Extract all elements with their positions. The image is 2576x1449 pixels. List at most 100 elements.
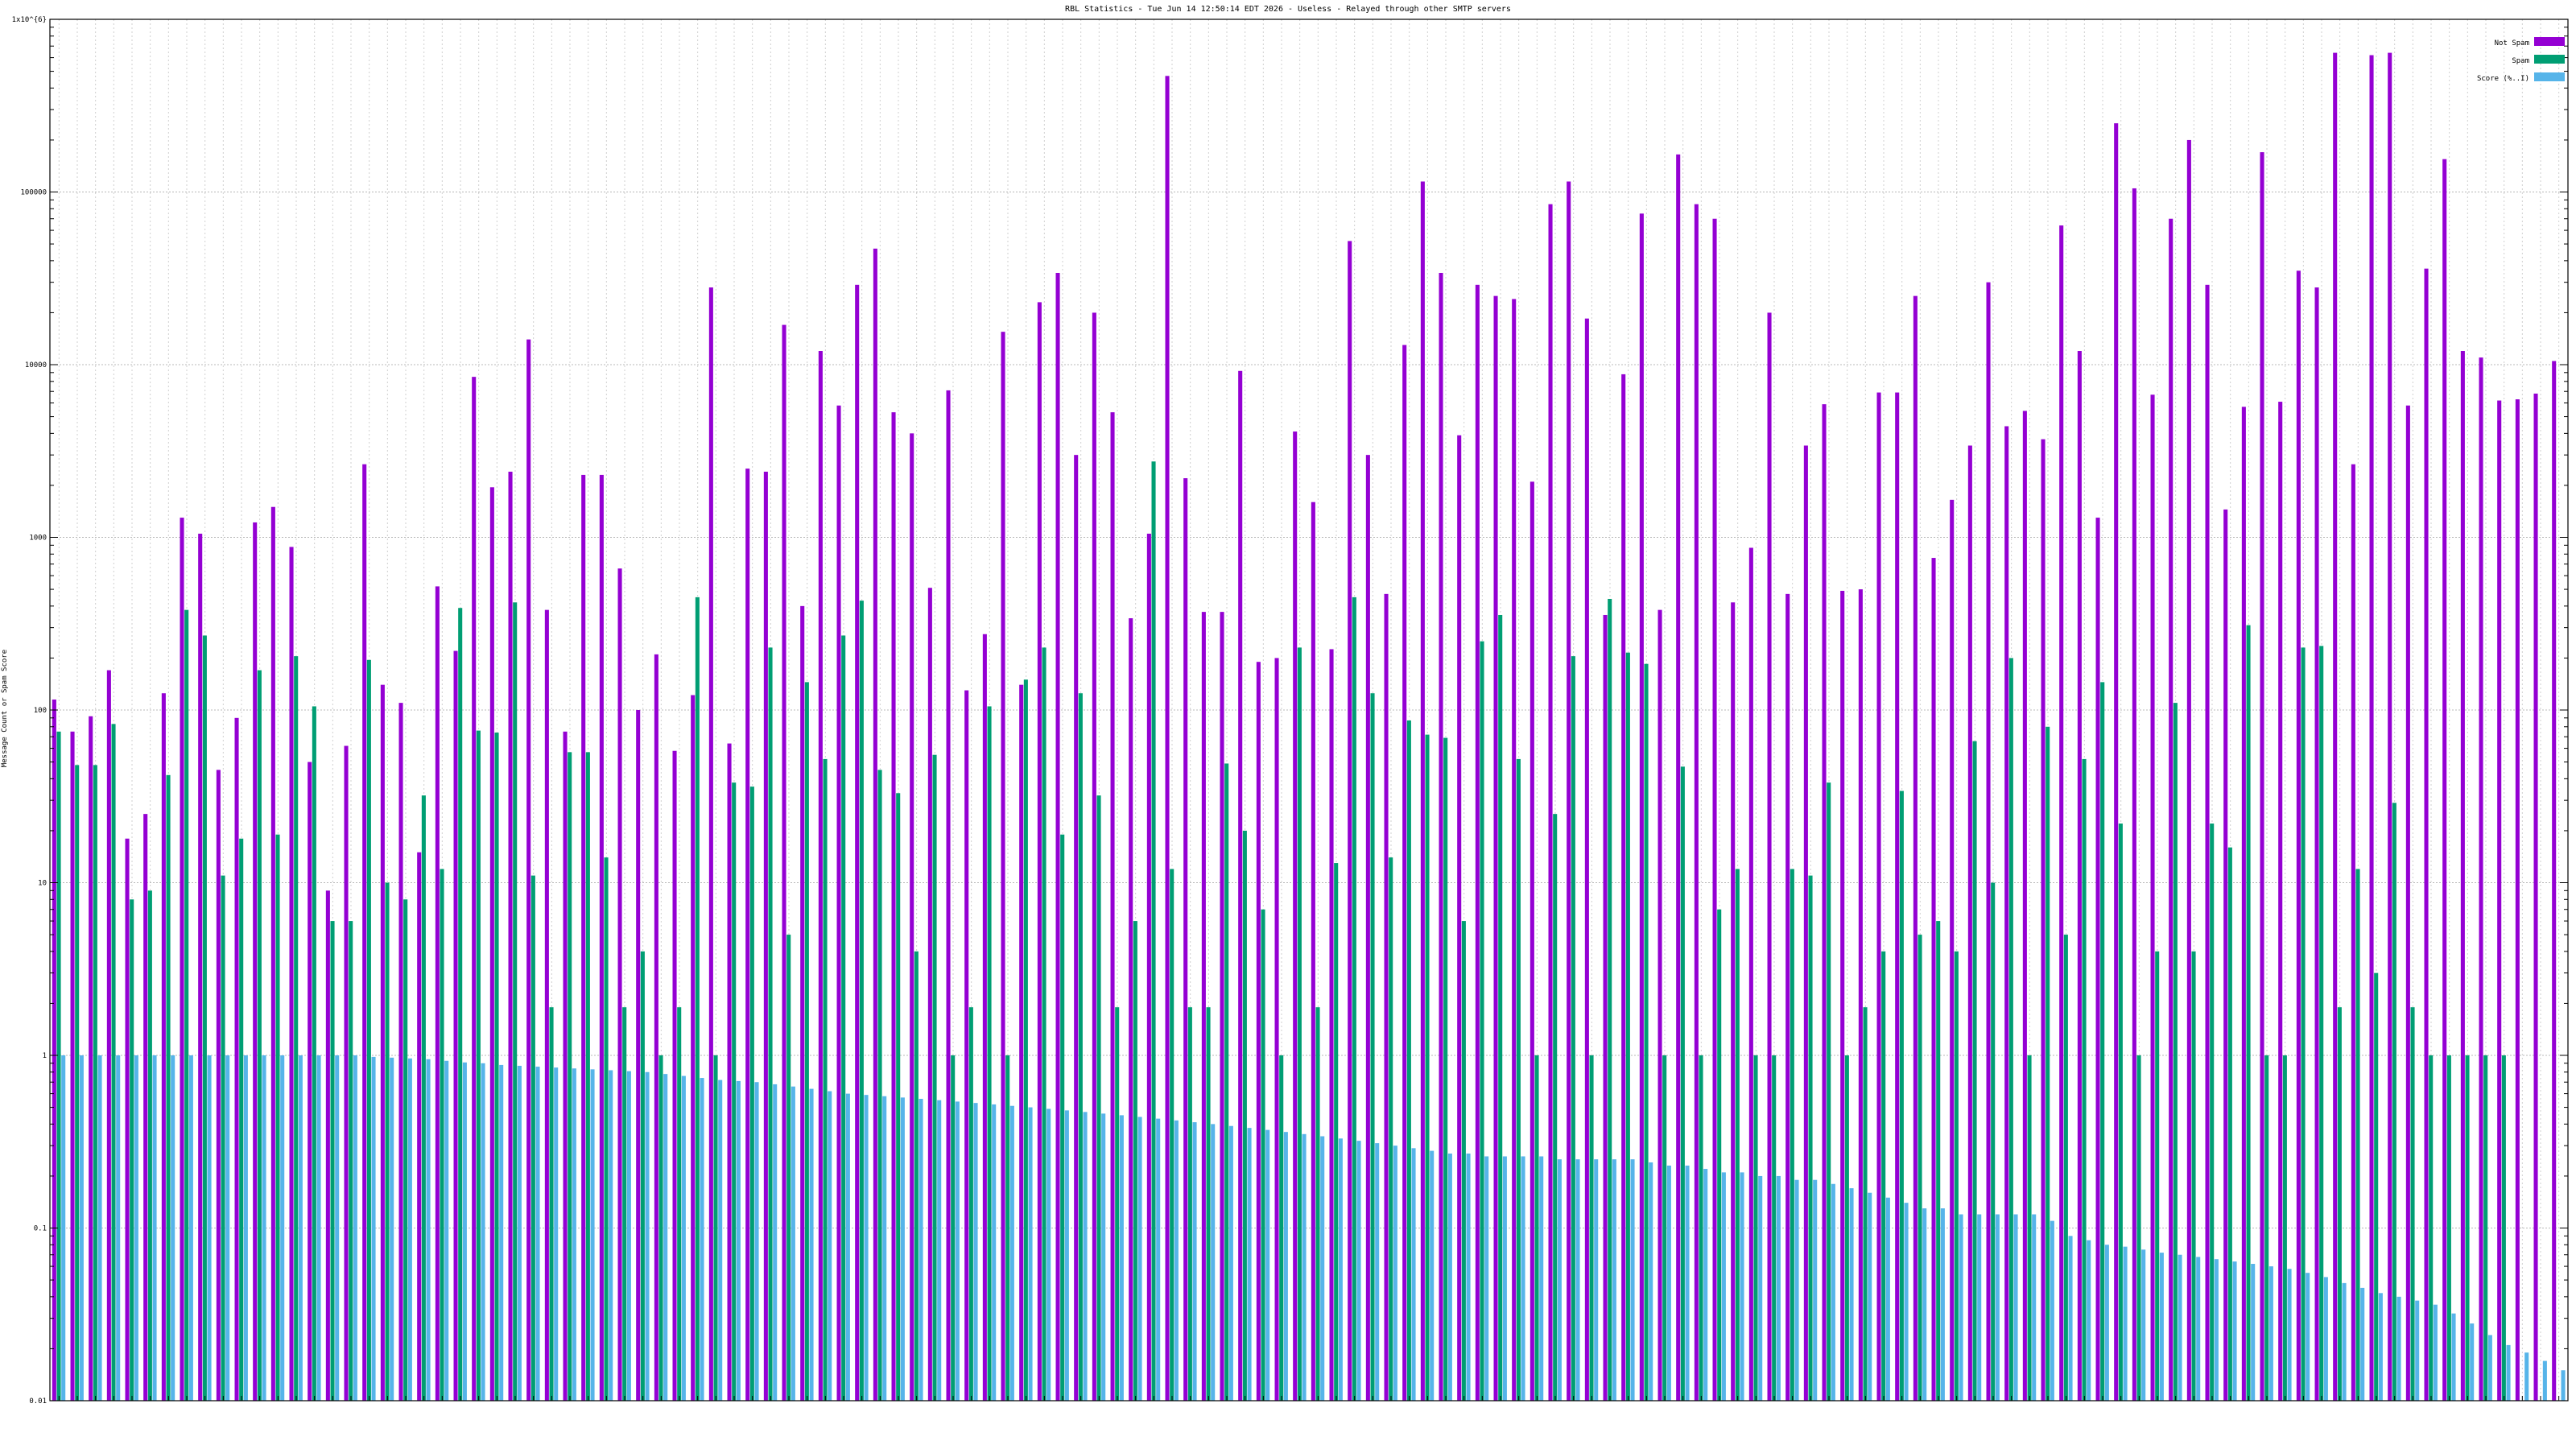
bar-not-spam: [1274, 658, 1279, 1401]
bar-score-i-: [2542, 1360, 2547, 1401]
bar-spam: [2319, 646, 2324, 1401]
bar-not-spam: [1712, 218, 1717, 1402]
y-axis-label: Message Count or Spam Score: [1, 650, 9, 767]
bar-score-i-: [2104, 1245, 2109, 1401]
bar-score-i-: [134, 1055, 138, 1401]
bar-score-i-: [919, 1099, 923, 1401]
bar-score-i-: [444, 1060, 449, 1401]
y-tick-label: 1000: [29, 535, 47, 543]
bar-not-spam: [2296, 270, 2301, 1402]
bar-not-spam: [106, 670, 111, 1401]
bar-spam: [823, 758, 828, 1401]
legend-label: Spam: [2512, 57, 2529, 65]
bar-not-spam: [1329, 649, 1334, 1401]
bar-score-i-: [663, 1074, 668, 1401]
bar-spam: [585, 752, 590, 1401]
bar-not-spam: [581, 474, 586, 1401]
bar-not-spam: [2059, 225, 2064, 1401]
bar-not-spam: [2041, 439, 2046, 1401]
bar-not-spam: [1913, 295, 1918, 1402]
bar-score-i-: [1521, 1156, 1525, 1401]
bar-spam: [275, 834, 280, 1401]
bar-not-spam: [1183, 478, 1188, 1402]
bar-spam: [2063, 935, 2068, 1401]
bar-score-i-: [298, 1055, 303, 1401]
bar-score-i-: [1630, 1159, 1635, 1401]
bar-not-spam: [1603, 614, 1608, 1401]
bar-spam: [2210, 824, 2215, 1401]
bar-score-i-: [973, 1103, 978, 1401]
bar-score-i-: [1885, 1197, 1890, 1401]
bar-score-i-: [2487, 1335, 2492, 1401]
bar-not-spam: [855, 284, 860, 1401]
bar-not-spam: [325, 890, 330, 1401]
bar-not-spam: [1311, 502, 1315, 1401]
chart-title: RBL Statistics - Tue Jun 14 12:50:14 EDT…: [1065, 5, 1511, 14]
bar-score-i-: [207, 1055, 212, 1401]
bar-not-spam: [2004, 426, 2009, 1401]
bar-not-spam: [2114, 123, 2119, 1402]
x-tick-marks: [58, 1396, 2560, 1401]
bar-score-i-: [1849, 1188, 1854, 1401]
bar-spam: [2155, 951, 2160, 1401]
bar-not-spam: [1803, 445, 1808, 1401]
bar-spam: [1170, 869, 1174, 1401]
bar-not-spam: [745, 469, 750, 1401]
bar-spam: [1954, 951, 1959, 1401]
bar-spam: [1644, 663, 1649, 1401]
bar-not-spam: [636, 710, 641, 1401]
bar-spam: [147, 890, 152, 1401]
bar-not-spam: [380, 684, 385, 1401]
bar-not-spam: [2205, 284, 2210, 1401]
bar-spam: [2264, 1055, 2269, 1401]
bar-spam: [1844, 1055, 1849, 1401]
bar-spam: [1425, 734, 1430, 1401]
bar-not-spam: [1146, 533, 1151, 1402]
bar-spam: [421, 795, 426, 1401]
bar-score-i-: [1174, 1120, 1179, 1401]
bar-score-i-: [2087, 1240, 2091, 1401]
bar-spam: [2191, 951, 2196, 1401]
bar-not-spam: [1201, 612, 1206, 1401]
bar-score-i-: [1557, 1159, 1562, 1401]
bar-score-i-: [791, 1086, 795, 1401]
bar-score-i-: [1064, 1110, 1069, 1401]
bar-spam: [1242, 830, 1247, 1401]
bar-spam: [2136, 1055, 2141, 1401]
bar-not-spam: [2351, 464, 2355, 1401]
bar-spam: [130, 899, 134, 1401]
bar-score-i-: [1228, 1125, 1233, 1401]
bar-score-i-: [535, 1067, 540, 1401]
bar-not-spam: [89, 716, 93, 1401]
bar-not-spam: [1420, 181, 1425, 1401]
y-tick-labels: 0.01 0.1 1 10 100 1000 10000 100000 1x10^{6}: [12, 16, 47, 1406]
bar-score-i-: [718, 1080, 723, 1401]
bar-not-spam: [308, 762, 312, 1401]
bar-spam: [841, 635, 846, 1401]
bar-spam: [166, 774, 171, 1401]
bar-not-spam: [2405, 405, 2410, 1402]
bar-spam: [1735, 869, 1740, 1401]
bar-spam: [640, 951, 645, 1401]
bar-spam: [1370, 693, 1375, 1401]
bar-spam: [1936, 921, 1941, 1401]
bar-spam: [312, 706, 316, 1401]
bar-spam: [2046, 726, 2050, 1401]
bar-not-spam: [234, 717, 239, 1401]
bar-score-i-: [845, 1093, 850, 1401]
bar-score-i-: [590, 1069, 595, 1401]
bar-spam: [2374, 972, 2379, 1401]
bar-score-i-: [1338, 1138, 1343, 1401]
bar-spam: [75, 765, 80, 1401]
bar-spam: [877, 770, 882, 1401]
bar-spam: [622, 1007, 627, 1401]
bar-spam: [1972, 741, 1977, 1401]
bar-spam: [349, 921, 353, 1401]
bar-score-i-: [2287, 1269, 2292, 1401]
bar-spam: [1753, 1055, 1758, 1401]
bar-not-spam: [2515, 399, 2520, 1401]
bar-spam: [476, 730, 481, 1401]
bar-score-i-: [2378, 1293, 2383, 1401]
bar-score-i-: [1649, 1162, 1653, 1401]
bar-not-spam: [1037, 302, 1042, 1401]
